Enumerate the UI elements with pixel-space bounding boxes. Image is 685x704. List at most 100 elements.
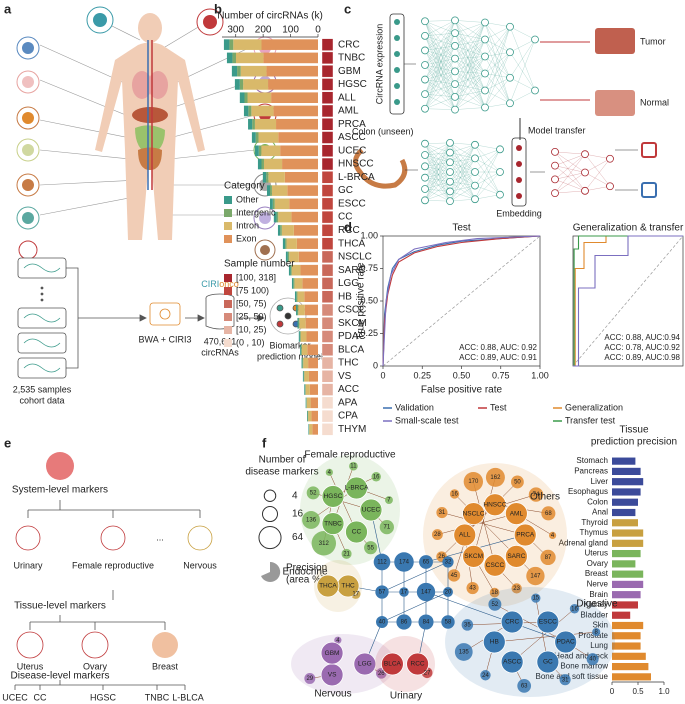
hub-node [419, 555, 433, 569]
disease-node [462, 502, 486, 526]
bar-segment [285, 238, 287, 249]
hub-count: 32 [445, 560, 452, 566]
bar-segment [251, 132, 256, 143]
nn-edge [454, 90, 486, 98]
bar-segment [297, 317, 299, 329]
input-dot [394, 19, 400, 25]
label: TNBC [145, 692, 170, 702]
hub-count: 20 [445, 590, 452, 596]
legend-label: [50, 75) [236, 298, 267, 308]
label: Tissue-level markers [14, 601, 106, 612]
label: CC [34, 692, 47, 702]
bar-segment [229, 39, 234, 50]
bar-segment [296, 238, 318, 249]
nn-edge [424, 162, 451, 167]
hub-node [394, 552, 414, 572]
label: HGSC [90, 692, 117, 702]
disease-label: HGSC [324, 493, 343, 500]
y-tick-label: BLCA [338, 344, 364, 355]
legend-title: Category [224, 181, 265, 192]
marker-node [364, 541, 378, 555]
sample-swatch [321, 237, 334, 250]
nn-edge [424, 20, 456, 22]
y-tick-label: UCEC [338, 145, 366, 156]
marker-node [454, 643, 473, 661]
nn-edge [424, 166, 451, 182]
label: Uterus [17, 661, 44, 671]
nn-edge [454, 39, 486, 47]
bar-segment [281, 225, 294, 236]
bar-segment [243, 79, 269, 90]
nn-node [581, 168, 589, 177]
y-tick-label: L-BRCA [338, 172, 375, 183]
tree-diagram [14, 452, 213, 690]
bar-segment [308, 357, 318, 369]
nn-node [481, 86, 489, 95]
group-name: Urinary [390, 691, 422, 702]
nn-edge [424, 94, 456, 110]
sample-swatch [321, 78, 334, 91]
disease-label: GBM [325, 650, 340, 657]
nn-node [496, 168, 504, 176]
nn-edge [554, 179, 586, 191]
sample-swatch [321, 356, 334, 370]
bar-segment [297, 304, 299, 316]
nn-edge [484, 52, 511, 108]
nn-edge [454, 96, 486, 108]
sample-swatch [321, 409, 334, 423]
y-tick-label: HGSC [338, 79, 367, 90]
hub-count: 86 [401, 620, 408, 626]
marker-node [586, 653, 599, 666]
marker-count: 43 [469, 586, 476, 592]
label: (area %) [286, 575, 324, 586]
nn-edge [424, 142, 451, 144]
nn-edge [474, 149, 501, 186]
network-edge [454, 493, 517, 557]
nn-edge [424, 162, 451, 178]
group-area [375, 636, 435, 692]
nn-edge [454, 56, 486, 72]
sample-swatch [321, 317, 334, 330]
nn-edge [424, 96, 456, 109]
sample-swatch [321, 263, 334, 277]
nn-edge [424, 143, 451, 163]
roc-curve [573, 235, 683, 367]
nn-edge [424, 152, 451, 190]
nn-edge [424, 20, 456, 51]
bar-segment [223, 39, 230, 50]
nn-edge [424, 20, 456, 109]
nn-edge [424, 71, 456, 95]
disease-label: BLCA [384, 661, 402, 668]
label: Female reproductive [72, 560, 154, 570]
sample-swatch [321, 210, 334, 224]
bar-segment [298, 317, 300, 329]
group-name: Digestive [576, 599, 618, 610]
disease-node [345, 476, 368, 500]
y-tick-label: Uterus [584, 549, 608, 558]
bar [612, 642, 641, 650]
nn-edge [424, 33, 456, 109]
nn-node [421, 173, 429, 182]
bar-segment [312, 424, 318, 435]
y-tick-label: RCC [338, 225, 360, 236]
label: L-BLCA [172, 692, 204, 702]
y-tick-label: SKCM [338, 318, 367, 329]
marker-node [306, 486, 320, 500]
nn-edge [424, 21, 456, 46]
bar-segment [287, 185, 318, 196]
bar-segment [289, 198, 318, 210]
nn-node [421, 185, 429, 193]
nn-edge [424, 35, 456, 110]
nn-edge [474, 171, 501, 195]
bar-segment [258, 132, 279, 143]
size-legend [263, 489, 277, 503]
nn-edge [424, 45, 456, 109]
marker-count: 162 [490, 475, 501, 481]
bar-segment [298, 331, 300, 342]
nn-edge [584, 158, 611, 191]
nn-edge [424, 154, 451, 202]
nn-node [421, 139, 429, 148]
marker-count: 40 [589, 657, 596, 663]
hub-node [373, 553, 391, 571]
